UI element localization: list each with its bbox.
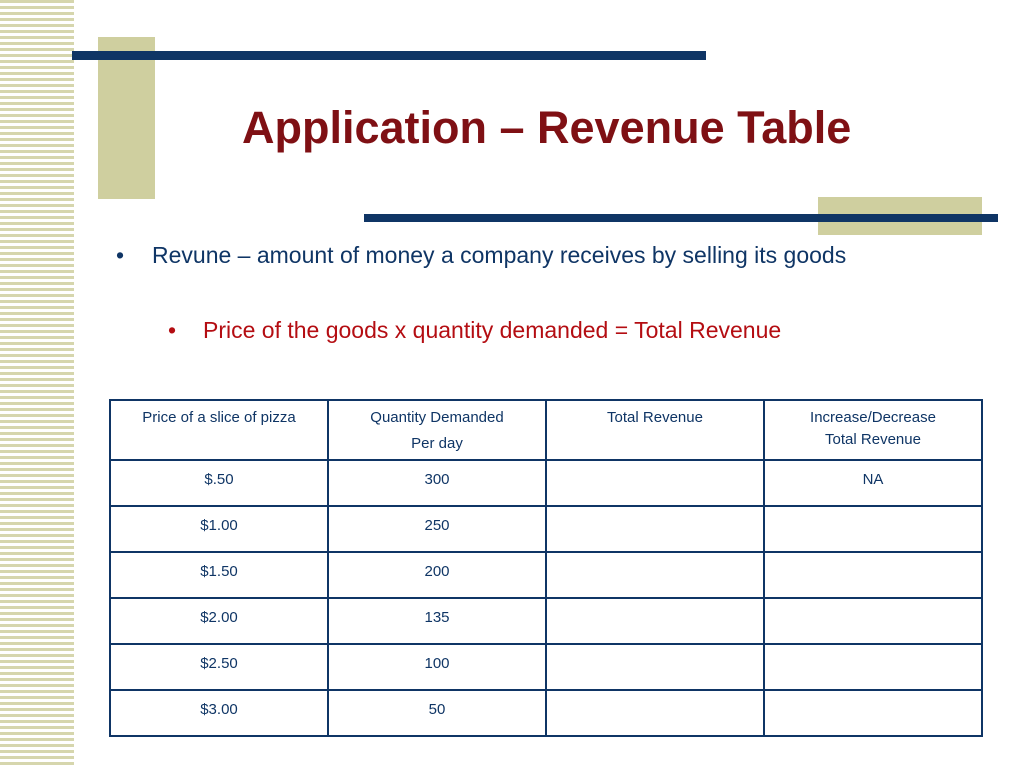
cell-price: $2.00 <box>109 597 329 645</box>
cell-total-revenue <box>545 597 765 645</box>
revenue-table: Price of a slice of pizza Quantity Deman… <box>109 399 983 737</box>
bullet-text: Revune – amount of money a company recei… <box>152 242 847 268</box>
header-quantity-sublabel: Per day <box>411 435 463 452</box>
table-header-row: Price of a slice of pizza Quantity Deman… <box>109 399 983 461</box>
header-price-label: Price of a slice of pizza <box>142 409 296 426</box>
table-row: $2.00 135 <box>109 597 983 645</box>
decorative-navy-bar-middle <box>364 214 998 222</box>
table-row: $2.50 100 <box>109 643 983 691</box>
cell-quantity: 300 <box>327 459 547 507</box>
header-change: Increase/Decrease Total Revenue <box>763 399 983 461</box>
bullet-definition: • Revune – amount of money a company rec… <box>116 238 946 272</box>
header-price: Price of a slice of pizza <box>109 399 329 461</box>
decorative-navy-bar-top <box>72 51 706 60</box>
decorative-stripes <box>0 0 74 768</box>
cell-change <box>763 689 983 737</box>
table-row: $1.50 200 <box>109 551 983 599</box>
bullet-marker: • <box>116 242 125 268</box>
header-total-revenue-label: Total Revenue <box>607 409 703 426</box>
table-row: $3.00 50 <box>109 689 983 737</box>
header-change-sublabel: Total Revenue <box>825 431 921 448</box>
decorative-tan-block-top <box>98 37 155 199</box>
header-quantity-label: Quantity Demanded <box>370 409 504 426</box>
cell-change <box>763 505 983 553</box>
cell-price: $1.50 <box>109 551 329 599</box>
cell-change <box>763 643 983 691</box>
header-total-revenue: Total Revenue <box>545 399 765 461</box>
cell-change: NA <box>763 459 983 507</box>
cell-quantity: 50 <box>327 689 547 737</box>
slide-title: Application – Revenue Table <box>242 102 852 153</box>
cell-total-revenue <box>545 689 765 737</box>
table-row: $1.00 250 <box>109 505 983 553</box>
cell-quantity: 250 <box>327 505 547 553</box>
cell-total-revenue <box>545 643 765 691</box>
header-quantity: Quantity Demanded Per day <box>327 399 547 461</box>
table-row: $.50 300 NA <box>109 459 983 507</box>
cell-total-revenue <box>545 459 765 507</box>
cell-change <box>763 597 983 645</box>
cell-quantity: 135 <box>327 597 547 645</box>
cell-price: $2.50 <box>109 643 329 691</box>
cell-quantity: 100 <box>327 643 547 691</box>
bullet-formula: • Price of the goods x quantity demanded… <box>168 313 781 347</box>
bullet-marker: • <box>168 317 177 343</box>
bullet-text: Price of the goods x quantity demanded =… <box>203 317 782 343</box>
cell-price: $1.00 <box>109 505 329 553</box>
cell-price: $.50 <box>109 459 329 507</box>
cell-total-revenue <box>545 551 765 599</box>
header-change-label: Increase/Decrease <box>810 409 936 426</box>
cell-total-revenue <box>545 505 765 553</box>
cell-price: $3.00 <box>109 689 329 737</box>
cell-change <box>763 551 983 599</box>
cell-quantity: 200 <box>327 551 547 599</box>
